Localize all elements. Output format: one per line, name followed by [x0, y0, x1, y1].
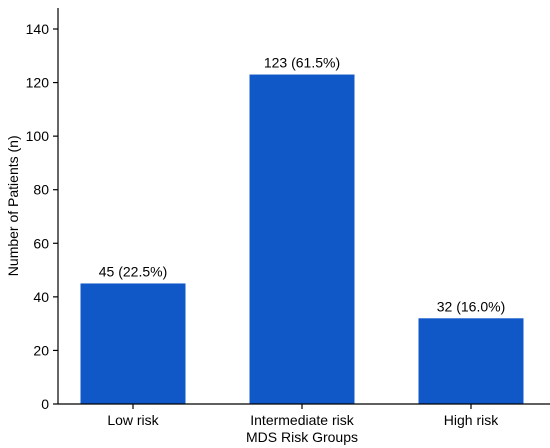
x-ticks-layer: Low risk Intermediate risk High risk	[107, 404, 499, 428]
x-tick-label: Low risk	[107, 412, 159, 428]
x-tick-label: Intermediate risk	[250, 412, 354, 428]
y-tick-label: 0	[41, 396, 49, 412]
y-tick-label: 100	[26, 128, 50, 144]
bar-data-label: 45 (22.5%)	[99, 263, 167, 279]
bar	[418, 318, 524, 404]
bars-layer	[80, 74, 524, 405]
bar	[249, 74, 355, 405]
x-axis-title: MDS Risk Groups	[246, 429, 358, 445]
y-tick-label: 20	[33, 342, 49, 358]
y-tick-label: 40	[33, 289, 49, 305]
y-tick-label: 60	[33, 235, 49, 251]
bar-data-label: 32 (16.0%)	[437, 298, 505, 314]
y-tick-label: 120	[26, 75, 50, 91]
axes-layer	[57, 8, 550, 405]
bar	[80, 283, 186, 404]
data-labels-layer: 45 (22.5%) 123 (61.5%) 32 (16.0%)	[99, 55, 505, 315]
bar-data-label: 123 (61.5%)	[264, 55, 340, 71]
y-tick-label: 80	[33, 182, 49, 198]
y-ticks-layer: 0 20 40 60 80 100 120 140	[26, 21, 58, 412]
x-tick-label: High risk	[444, 412, 499, 428]
y-tick-label: 140	[26, 21, 50, 37]
y-axis-title: Number of Patients (n)	[5, 135, 21, 276]
